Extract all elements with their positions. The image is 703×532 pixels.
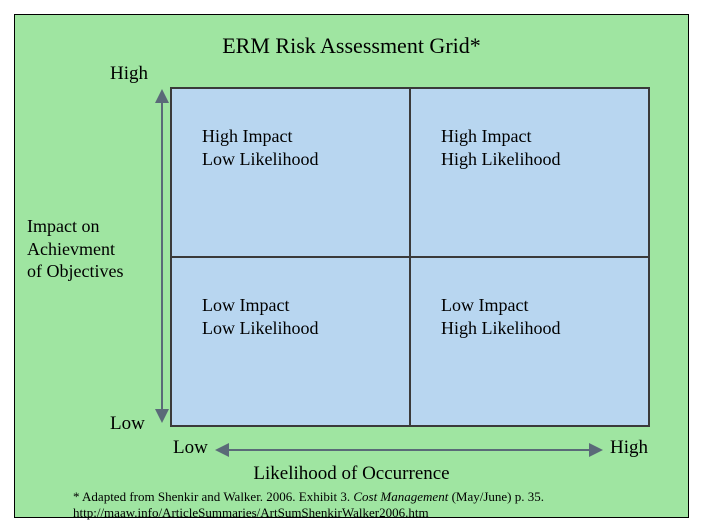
footnote-italic: Cost Management — [353, 489, 448, 504]
quadrant-low-impact-high-likelihood: Low Impact High Likelihood — [410, 257, 649, 426]
x-axis-high-label: High — [610, 437, 648, 459]
quadrant-low-impact-low-likelihood: Low Impact Low Likelihood — [171, 257, 410, 426]
x-axis-label: Likelihood of Occurrence — [15, 463, 688, 485]
footnote-suffix: (May/June) p. 35. — [448, 489, 544, 504]
quadrant-high-impact-high-likelihood: High Impact High Likelihood — [410, 88, 649, 257]
x-axis-double-arrow-icon — [215, 443, 603, 457]
y-axis-label-line: Impact on — [27, 216, 99, 236]
footnote: * Adapted from Shenkir and Walker. 2006.… — [73, 489, 678, 520]
chart-title: ERM Risk Assessment Grid* — [15, 33, 688, 59]
y-axis-label-line: Achievment — [27, 239, 115, 259]
y-axis-label-line: of Objectives — [27, 261, 123, 281]
y-axis-label: Impact on Achievment of Objectives — [27, 215, 147, 283]
x-axis-low-label: Low — [173, 437, 208, 459]
quadrant-line: Low Likelihood — [202, 318, 318, 338]
footnote-prefix: * Adapted from Shenkir and Walker. 2006.… — [73, 489, 353, 504]
quadrant-line: High Impact — [202, 126, 292, 146]
diagram-panel: ERM Risk Assessment Grid* High Low Impac… — [14, 14, 689, 518]
quadrant-line: Low Impact — [202, 295, 289, 315]
y-axis-double-arrow-icon — [155, 89, 169, 423]
quadrant-line: High Likelihood — [441, 318, 561, 338]
quadrant-line: High Impact — [441, 126, 531, 146]
y-axis-low-label: Low — [110, 413, 145, 435]
risk-grid: High Impact Low Likelihood High Impact H… — [170, 87, 650, 427]
footnote-url: http://maaw.info/ArticleSummaries/ArtSum… — [73, 505, 429, 520]
y-axis-high-label: High — [110, 63, 148, 85]
quadrant-line: Low Impact — [441, 295, 528, 315]
quadrant-line: Low Likelihood — [202, 149, 318, 169]
quadrant-line: High Likelihood — [441, 149, 561, 169]
quadrant-high-impact-low-likelihood: High Impact Low Likelihood — [171, 88, 410, 257]
